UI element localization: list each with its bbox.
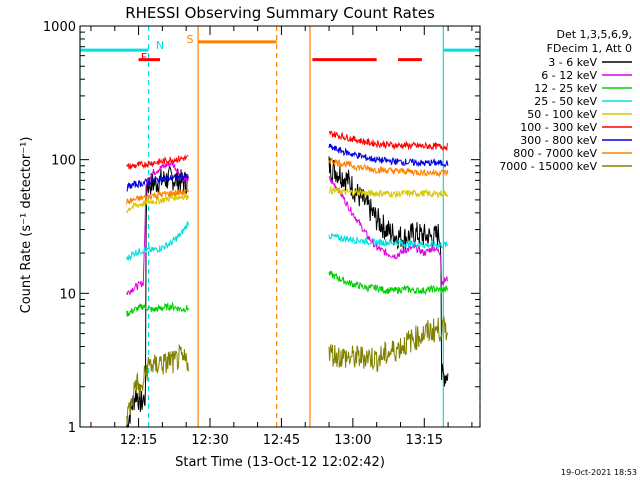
plot-frame: [79, 25, 481, 428]
footer-date: 19-Oct-2021 18:53: [561, 468, 637, 477]
series-line-7000-15000-keV: [328, 316, 449, 373]
flag-label-F: F: [141, 51, 147, 64]
series-line-100-300-keV: [126, 154, 189, 170]
series-line-800-7000-keV: [126, 188, 189, 205]
series-line-50-100-keV: [126, 193, 189, 214]
legend-label-2: 12 - 25 keV: [534, 82, 597, 95]
x-tick-label-0: 12:15: [120, 433, 157, 448]
series-line-300-800-keV: [328, 143, 449, 168]
series-line-6-12-keV: [126, 160, 189, 296]
legend-label-6: 300 - 800 keV: [520, 134, 597, 147]
chart-title: RHESSI Observing Summary Count Rates: [125, 4, 435, 22]
x-tick-label-3: 13:00: [334, 433, 371, 448]
flag-label-S: S: [187, 33, 194, 46]
y-tick-label-1: 10: [59, 287, 76, 302]
y-tick-label-3: 1000: [43, 20, 76, 35]
x-tick-label-4: 13:15: [406, 433, 443, 448]
series-line-25-50-keV: [328, 232, 449, 250]
legend-label-0: 3 - 6 keV: [548, 56, 597, 69]
axes: 1 10 100 1000 12:15 12:30 12:45 13:00 13:15: [43, 20, 481, 448]
series-line-12-25-keV: [328, 270, 449, 296]
series-line-50-100-keV: [328, 185, 449, 199]
x-axis-label: Start Time (13-Oct-12 12:02:42): [175, 455, 385, 470]
legend-label-8: 7000 - 15000 keV: [499, 160, 597, 173]
x-tick-label-2: 12:45: [263, 433, 300, 448]
flag-label-N: N: [156, 39, 164, 52]
series-lines: [126, 130, 449, 428]
legend-label-7: 800 - 7000 keV: [513, 147, 597, 160]
series-line-7000-15000-keV: [126, 343, 189, 426]
y-axis-label: Count Rate (s⁻¹ detector⁻¹): [19, 137, 34, 314]
y-tick-label-2: 100: [51, 154, 76, 169]
series-line-6-12-keV: [328, 175, 448, 286]
legend-header-line-2: FDecim 1, Att 0: [547, 42, 632, 55]
series-line-100-300-keV: [328, 130, 449, 151]
series-line-800-7000-keV: [328, 157, 449, 178]
legend-label-3: 25 - 50 keV: [534, 95, 597, 108]
legend-label-1: 6 - 12 keV: [541, 69, 597, 82]
series-line-300-800-keV: [126, 173, 189, 193]
y-tick-label-0: 1: [68, 421, 76, 436]
x-tick-label-1: 12:30: [191, 433, 228, 448]
series-line-25-50-keV: [126, 221, 189, 262]
legend-header-line-1: Det 1,3,5,6,9,: [556, 28, 632, 41]
flag-bars: FN S: [80, 33, 480, 64]
legend-label-5: 100 - 300 keV: [520, 121, 597, 134]
series-line-12-25-keV: [126, 301, 189, 317]
legend-label-4: 50 - 100 keV: [527, 108, 597, 121]
